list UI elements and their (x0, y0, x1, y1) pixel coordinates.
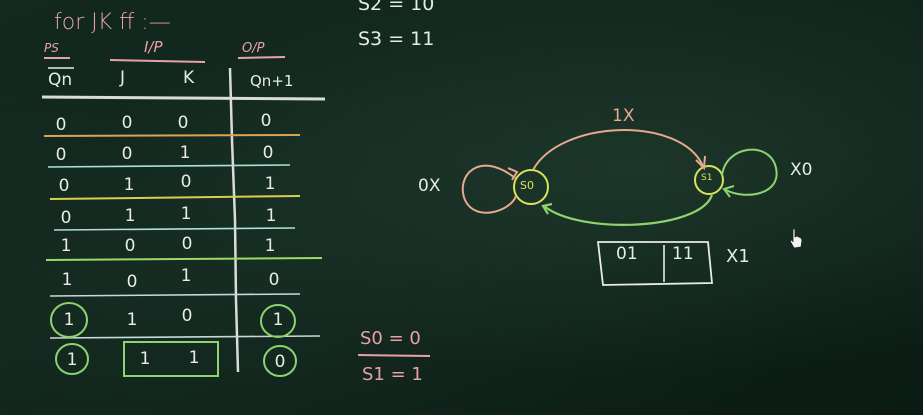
cell-qn1: 1 (265, 206, 277, 226)
self-loop-s1 (721, 148, 778, 196)
cell-qn1: 1 (272, 310, 284, 330)
state-s1-label: S1 (701, 173, 713, 183)
cell-qn1: 0 (260, 111, 272, 131)
cell-qn: 1 (66, 350, 78, 370)
transition-arc-1x (532, 129, 704, 171)
highlight-circle (55, 343, 89, 375)
cell-qn: 0 (58, 176, 70, 196)
heading: for JK ff :— (54, 10, 171, 35)
notes-divider (357, 354, 431, 357)
label-box (596, 241, 713, 286)
cell-qn1: 0 (274, 352, 286, 372)
j-header: J (120, 68, 126, 88)
cell-j: 0 (121, 113, 133, 133)
note-s1: S1 = 1 (362, 364, 423, 385)
cell-j: 1 (124, 206, 136, 226)
qn1-header: Qn+1 (250, 72, 294, 90)
row-separator (47, 164, 291, 168)
cell-j: 0 (124, 236, 136, 256)
self-loop-s0 (461, 164, 517, 214)
cell-qn1: 1 (264, 174, 276, 194)
cell-qn: 1 (61, 270, 73, 290)
cell-j: 1 (123, 175, 135, 195)
cell-j: 0 (126, 272, 138, 292)
cell-k: 1 (179, 143, 191, 163)
qn-header: Qn (48, 70, 73, 90)
cell-k: 1 (180, 266, 192, 286)
box-label-01: 01 (616, 244, 638, 264)
cell-k: 0 (177, 113, 189, 133)
highlight-circle (263, 345, 297, 377)
cell-k: 1 (188, 348, 200, 368)
highlight-circle (260, 304, 296, 338)
highlight-box (123, 341, 219, 377)
cell-qn1: 1 (264, 236, 276, 256)
cell-qn1: 0 (262, 143, 274, 163)
cell-qn: 1 (60, 236, 72, 256)
row-separator (53, 227, 296, 231)
cell-k: 0 (180, 172, 192, 192)
arrowhead (695, 155, 706, 171)
loop-label-x0: X0 (790, 160, 813, 180)
note-s3: S3 = 11 (358, 28, 435, 50)
cell-qn: 0 (55, 145, 67, 165)
arrowhead (507, 167, 519, 181)
cell-k: 0 (181, 234, 193, 254)
cell-k: 0 (181, 306, 193, 326)
cell-qn: 1 (63, 310, 75, 330)
cell-j: 0 (121, 144, 133, 164)
state-s0-circle (513, 169, 549, 205)
row-separator (49, 293, 301, 297)
arc-label-1x: 1X (612, 106, 635, 126)
box-label-11: 11 (672, 244, 694, 264)
note-s0: S0 = 0 (360, 328, 421, 349)
box-side-label-x1: X1 (726, 246, 750, 267)
state-s1-circle (694, 165, 724, 195)
column-divider (228, 67, 240, 373)
arrowhead (541, 202, 553, 215)
ip-header: I/P (144, 38, 163, 56)
cell-j: 1 (139, 349, 151, 369)
cell-qn1: 0 (268, 270, 280, 290)
arrowhead (722, 185, 735, 198)
cell-qn: 0 (60, 208, 72, 228)
row-separator (45, 257, 323, 261)
cell-j: 1 (126, 310, 138, 330)
cell-k: 1 (180, 204, 192, 224)
note-s2: S2 = 10 (358, 0, 435, 15)
ps-header: PS (44, 41, 59, 55)
op-underline (237, 56, 286, 59)
row-separator (43, 134, 301, 137)
cell-qn: 0 (55, 115, 67, 135)
loop-label-0x: 0X (418, 176, 441, 196)
op-header: O/P (242, 41, 265, 56)
transition-arc-x1 (543, 194, 714, 226)
hand-cursor-icon (789, 228, 803, 249)
state-s0-label: S0 (520, 179, 534, 192)
highlight-circle (50, 302, 88, 338)
row-separator (49, 195, 301, 200)
ip-underline (109, 59, 206, 63)
k-header: K (183, 68, 195, 88)
header-rule (41, 95, 326, 101)
